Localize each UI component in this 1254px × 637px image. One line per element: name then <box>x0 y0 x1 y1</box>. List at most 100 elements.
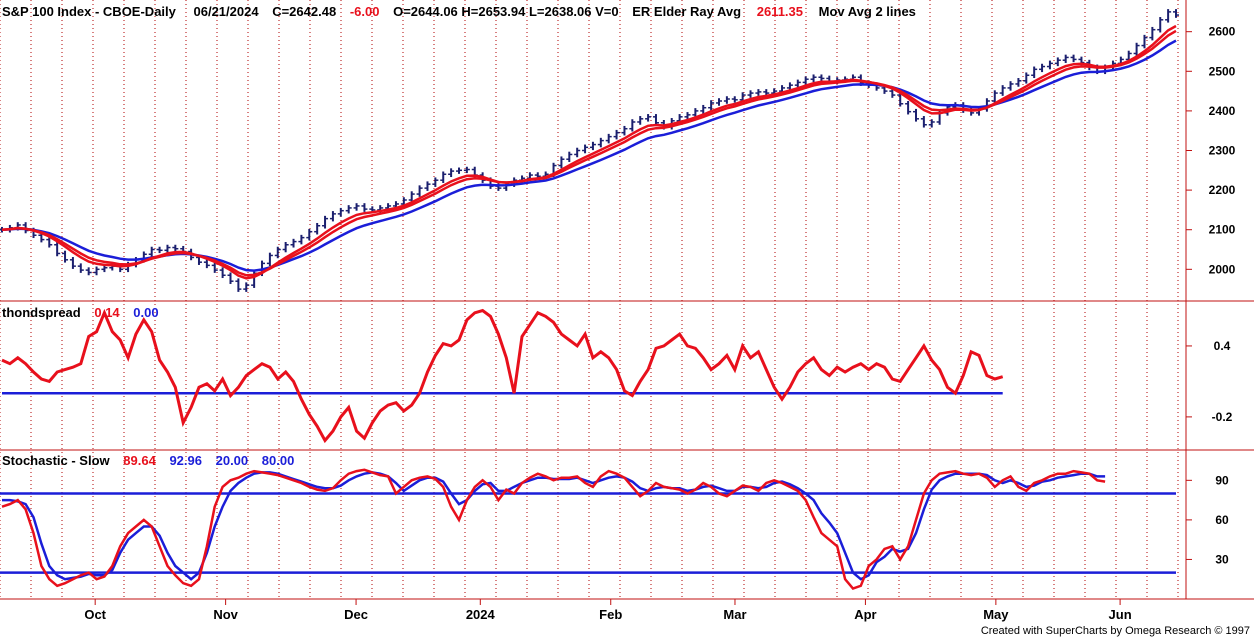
panel3-v3: 20.00 <box>216 453 249 468</box>
ohlc-bar <box>345 205 352 214</box>
month-label: May <box>983 607 1009 622</box>
ohlc-bar <box>235 278 242 292</box>
ohlc-bar <box>692 108 699 118</box>
ohlc-bar <box>164 244 171 254</box>
ohlc-bar <box>85 267 92 276</box>
ohlc-bar <box>69 257 76 269</box>
panel3-v4: 80.00 <box>262 453 295 468</box>
y-tick-label: 0.4 <box>1214 339 1231 353</box>
ohlc-bar <box>1054 57 1061 67</box>
ohlc-bar <box>605 133 612 144</box>
ohlc-bar <box>329 211 336 222</box>
header-er-value: 2611.35 <box>757 4 803 19</box>
ohlc-bar <box>463 166 470 174</box>
ohlc-bar <box>62 250 69 263</box>
panel2-v1: 0.14 <box>94 305 120 320</box>
y-axis-labels: 2000 2100 2200 2300 2400 2500 2600 -0.2 0.4 30 60 9… <box>1186 25 1236 566</box>
ohlc-bar <box>905 100 912 115</box>
ohlc-bar <box>652 114 659 126</box>
ohlc-bar <box>424 181 431 191</box>
ohlc-bar <box>684 112 691 120</box>
panel3-name: Stochastic - Slow <box>2 453 111 468</box>
y-tick-label: 2500 <box>1209 64 1236 78</box>
ohlc-bar <box>148 246 155 258</box>
header-ohlv: O=2644.06 H=2653.94 L=2638.06 V=0 <box>393 4 619 19</box>
ohlc-bar <box>440 171 447 183</box>
ohlc-bar <box>408 191 415 203</box>
ohlc-bar <box>716 98 723 106</box>
y-tick-label: 2200 <box>1209 183 1236 197</box>
ohlc-bar <box>416 185 423 197</box>
panel3-v1: 89.64 <box>123 453 156 468</box>
ohlc-bar <box>203 259 210 269</box>
ohlc-bar <box>723 96 730 104</box>
y-tick-label: 2400 <box>1209 104 1236 118</box>
ohlc-bar <box>298 234 305 245</box>
ohlc-bar <box>991 90 998 104</box>
ohlc-bar <box>353 203 360 211</box>
ohlc-bar <box>432 177 439 187</box>
ohlc-bar <box>227 272 234 284</box>
month-label: Apr <box>854 607 876 622</box>
stochastic-k-line <box>1 468 1106 590</box>
ohlc-bar <box>574 147 581 158</box>
month-label: 2024 <box>466 607 496 622</box>
month-label: Mar <box>723 607 746 622</box>
ohlc-bar <box>708 100 715 111</box>
header-line: S&P 100 Index - CBOE-Daily 06/21/2024 C=… <box>2 4 916 19</box>
y-tick-label: 2600 <box>1209 25 1236 39</box>
ohlc-bar <box>621 125 628 136</box>
ohlc-bar <box>1070 54 1077 63</box>
month-label: Dec <box>344 607 368 622</box>
price-panel <box>0 9 1179 292</box>
ohlc-bar <box>558 156 565 169</box>
ohlc-bar <box>1157 17 1164 33</box>
ohlc-bar <box>747 90 754 98</box>
header-date: 06/21/2024 <box>194 4 260 19</box>
ohlc-bar <box>1149 26 1156 41</box>
ohlc-bar <box>731 96 738 103</box>
ohlc-bar <box>889 88 896 98</box>
moving-average-red-2 <box>1 24 1177 280</box>
panel3-v2: 92.96 <box>169 453 202 468</box>
ohlc-bar <box>314 222 321 235</box>
x-axis-months: Oct Nov Dec 2024 Feb Mar Apr May Jun <box>84 599 1132 622</box>
ohlc-bar <box>211 262 218 273</box>
ohlc-bar <box>266 252 273 267</box>
header-close: C=2642.48 <box>272 4 336 19</box>
ohlc-bar <box>337 207 344 217</box>
ohlc-bar <box>1046 60 1053 70</box>
panel3-header: Stochastic - Slow 89.64 92.96 20.00 80.0… <box>2 453 294 468</box>
ohlc-bar <box>219 267 226 279</box>
ohlc-bar <box>802 76 809 86</box>
ohlc-bar <box>1023 72 1030 84</box>
ohlc-bar <box>54 241 61 257</box>
ohlc-bar <box>274 246 281 259</box>
ohlc-bar <box>361 203 368 212</box>
header-mov-label: Mov Avg 2 lines <box>819 4 916 19</box>
panel2-header: thondspread 0.14 0.00 <box>2 305 159 320</box>
spread-line <box>1 308 1004 444</box>
ohlc-bar <box>1062 54 1069 63</box>
panel2-name: thondspread <box>2 305 81 320</box>
header-er-label: ER Elder Ray Avg <box>632 4 741 19</box>
ohlc-bar <box>794 79 801 88</box>
ohlc-bar <box>77 263 84 273</box>
month-label: Nov <box>213 607 238 622</box>
ohlc-bar <box>46 236 53 248</box>
ohlc-bar <box>1165 9 1172 23</box>
month-label: Oct <box>84 607 106 622</box>
ohlc-bar <box>999 85 1006 96</box>
ohlc-bar <box>613 129 620 140</box>
ohlc-bar <box>645 114 652 122</box>
ohlc-bar <box>1015 78 1022 87</box>
y-tick-label: -0.2 <box>1212 410 1233 424</box>
panel2-v2: 0.00 <box>133 305 158 320</box>
ohlc-bar <box>700 104 707 114</box>
ohlc-bar <box>755 89 762 96</box>
ohlc-bar <box>1031 66 1038 79</box>
y-tick-label: 60 <box>1215 513 1229 527</box>
thondspread-panel <box>1 308 1004 444</box>
ohlc-bar <box>629 119 636 132</box>
credit-text: Created with SuperCharts by Omega Resear… <box>981 625 1250 637</box>
